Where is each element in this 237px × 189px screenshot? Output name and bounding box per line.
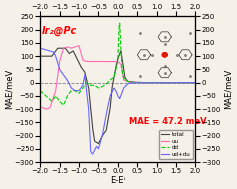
Text: MAE = 47.2 meV: MAE = 47.2 meV [129, 117, 207, 126]
Legend: total, uu, dd, ud+du: total, uu, dd, ud+du [159, 130, 193, 159]
X-axis label: E-Eⁱ: E-Eⁱ [110, 176, 125, 185]
Y-axis label: MAE/meV: MAE/meV [224, 69, 233, 109]
Text: Ir₂@Pc: Ir₂@Pc [42, 26, 77, 36]
Y-axis label: MAE/meV: MAE/meV [4, 69, 13, 109]
Polygon shape [162, 53, 167, 57]
